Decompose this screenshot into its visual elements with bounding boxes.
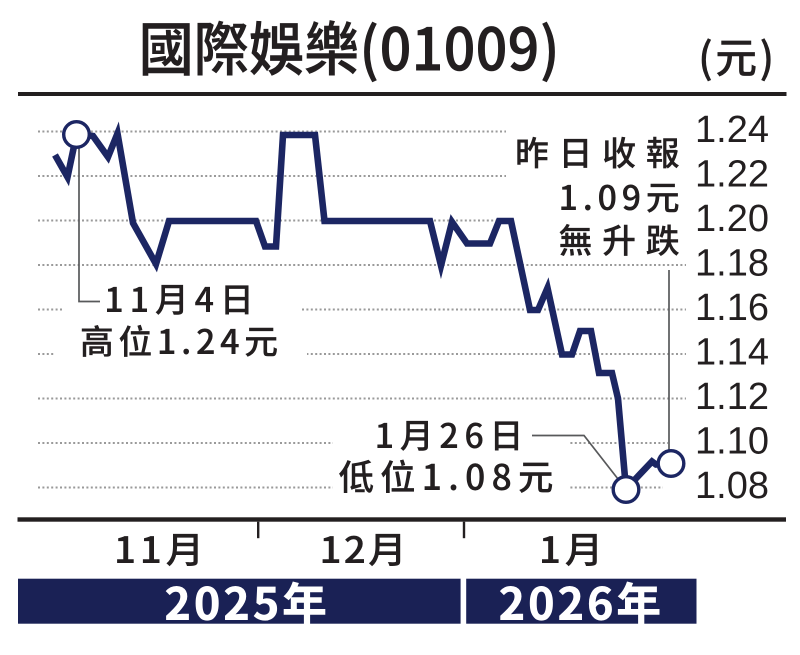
svg-text:1.10: 1.10: [695, 421, 769, 463]
svg-text:1.22: 1.22: [695, 154, 769, 196]
svg-text:1.16: 1.16: [695, 287, 769, 329]
svg-text:1.24: 1.24: [695, 109, 769, 151]
svg-text:1.18: 1.18: [695, 243, 769, 285]
svg-text:1.12: 1.12: [695, 376, 769, 418]
svg-text:1.14: 1.14: [695, 332, 769, 374]
svg-text:1.20: 1.20: [695, 198, 769, 240]
svg-text:1.08: 1.08: [695, 465, 769, 507]
